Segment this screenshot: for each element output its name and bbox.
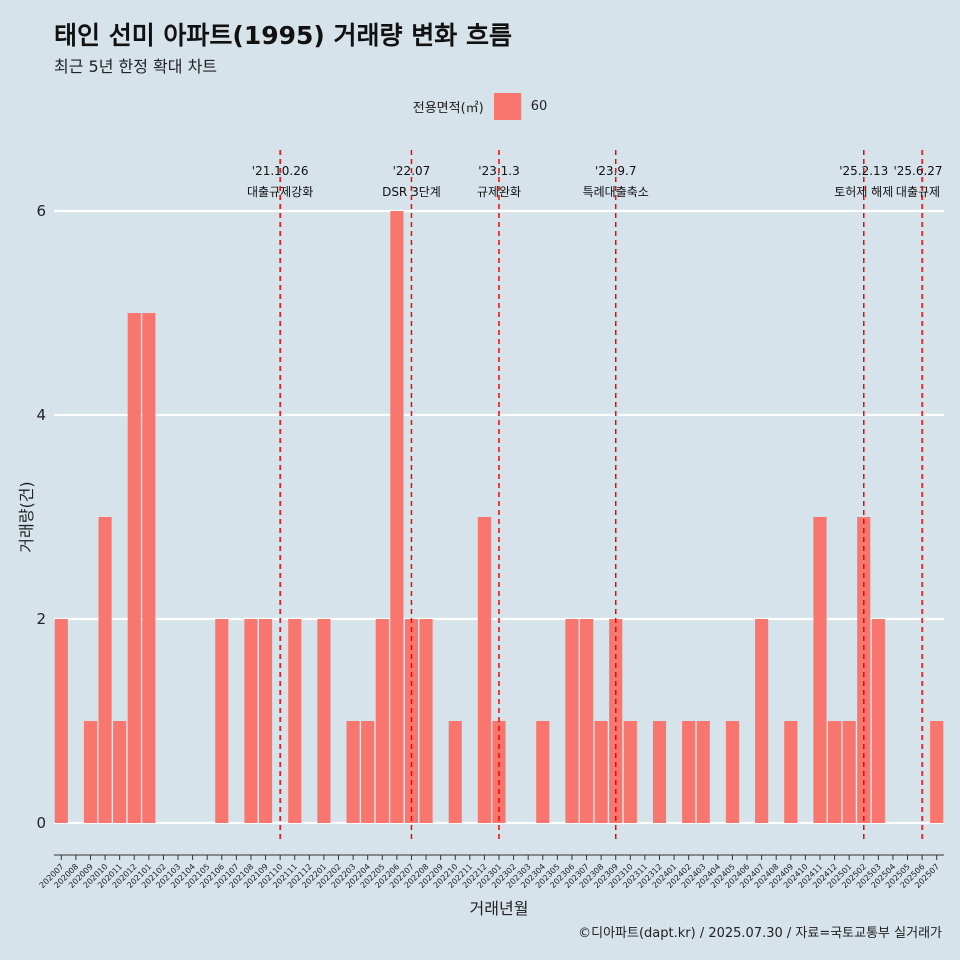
y-tick-label: 4 [36, 406, 46, 424]
bar [375, 619, 389, 823]
bar [215, 619, 229, 823]
bar [696, 721, 710, 823]
bar [842, 721, 856, 823]
bar [419, 619, 433, 823]
bar [448, 721, 462, 823]
bar [317, 619, 331, 823]
bar [871, 619, 885, 823]
bar [930, 721, 944, 823]
legend-label: 60 [530, 99, 548, 114]
bar [83, 721, 98, 823]
chart-title: 태인 선미 아파트(1995) 거래량 변화 흐름 [54, 21, 512, 50]
bar [258, 619, 273, 823]
bar [288, 619, 302, 823]
bar [784, 721, 798, 823]
bar [579, 619, 594, 823]
event-label: 규제완화 [477, 185, 521, 199]
event-date: '25.6.27 [893, 164, 942, 178]
y-axis-title: 거래량(건) [17, 481, 36, 552]
bar [361, 721, 375, 823]
event-label: 대출규제 [896, 185, 940, 199]
y-tick-label: 6 [36, 202, 46, 220]
bar [725, 721, 740, 823]
bar [652, 721, 667, 823]
bar [536, 721, 550, 823]
event-date: '23.9.7 [595, 164, 636, 178]
legend-title: 전용면적(㎡) [412, 101, 484, 116]
bar [244, 619, 258, 823]
event-label: 토허제 해제 [834, 185, 893, 199]
bar [565, 619, 579, 823]
event-date: '22.07 [393, 164, 431, 178]
bar [594, 721, 608, 823]
bar [346, 721, 360, 823]
bar [813, 517, 827, 823]
y-tick-label: 0 [36, 814, 46, 832]
event-label: DSR 3단계 [382, 185, 441, 199]
bar [142, 313, 156, 823]
event-date: '21.10.26 [252, 164, 309, 178]
chart-subtitle: 최근 5년 한정 확대 차트 [54, 57, 218, 76]
event-date: '25.2.13 [839, 164, 888, 178]
bar [127, 313, 141, 823]
caption: ©디아파트(dapt.kr) / 2025.07.30 / 자료=국토교통부 실… [578, 926, 942, 941]
legend: 전용면적(㎡) 60 [0, 93, 960, 120]
bar [682, 721, 696, 823]
bar [623, 721, 637, 823]
bar [113, 721, 127, 823]
legend-swatch [493, 93, 521, 120]
bar [477, 517, 491, 823]
bar [755, 619, 769, 823]
y-tick-label: 2 [36, 610, 46, 628]
event-label: 대출규제강화 [247, 185, 313, 199]
bar [98, 517, 112, 823]
x-axis-title: 거래년월 [470, 899, 529, 918]
event-label: 특례대출축소 [583, 185, 649, 199]
event-date: '23.1.3 [478, 164, 519, 178]
bar [390, 211, 404, 823]
bar [828, 721, 842, 823]
bar [857, 517, 871, 823]
bar [54, 619, 68, 823]
